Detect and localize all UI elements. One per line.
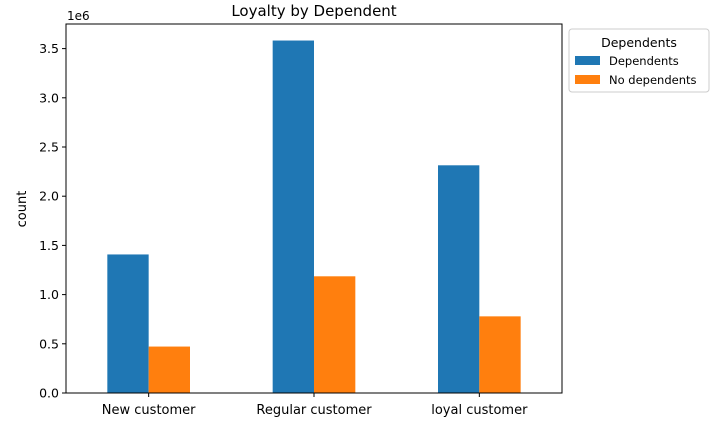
y-tick-label: 3.0 [39, 90, 59, 105]
x-axis-ticks: New customer Regular customer loyal custom… [102, 393, 528, 418]
x-tick-label: loyal customer [431, 403, 528, 418]
bar-no-dependents-loyal-customer [479, 316, 521, 393]
y-tick-label: 2.5 [39, 140, 59, 155]
x-tick-label: Regular customer [256, 403, 372, 418]
legend-label: Dependents [609, 54, 679, 68]
y-offset-label: 1e6 [67, 9, 90, 23]
bar-dependents-new-customer [107, 254, 149, 393]
legend-swatch [575, 75, 600, 84]
y-tick-label: 1.5 [39, 238, 59, 253]
legend-swatch [575, 56, 600, 65]
bar-dependents-regular-customer [272, 40, 314, 393]
legend-title: Dependents [601, 35, 677, 50]
chart-title: Loyalty by Dependent [231, 2, 396, 20]
y-tick-label: 0.5 [39, 336, 59, 351]
y-tick-label: 2.0 [39, 189, 59, 204]
bar-no-dependents-new-customer [148, 346, 190, 393]
bars-group [107, 40, 521, 393]
plot-frame [65, 23, 563, 394]
y-tick-label: 1.0 [39, 287, 59, 302]
y-axis-label: count [15, 191, 30, 228]
legend-box [568, 28, 710, 93]
bar-dependents-loyal-customer [438, 165, 480, 393]
legend-label: No dependents [609, 73, 697, 87]
y-tick-label: 3.5 [39, 41, 59, 56]
legend: Dependents Dependents No dependents [568, 28, 710, 93]
y-tick-label: 0.0 [39, 386, 59, 401]
x-tick-label: New customer [102, 403, 196, 418]
y-axis-ticks: 0.0 0.5 1.0 1.5 2.0 2.5 3.0 3.5 [39, 41, 66, 401]
bar-no-dependents-regular-customer [314, 276, 356, 393]
legend-items: Dependents No dependents [575, 54, 697, 87]
